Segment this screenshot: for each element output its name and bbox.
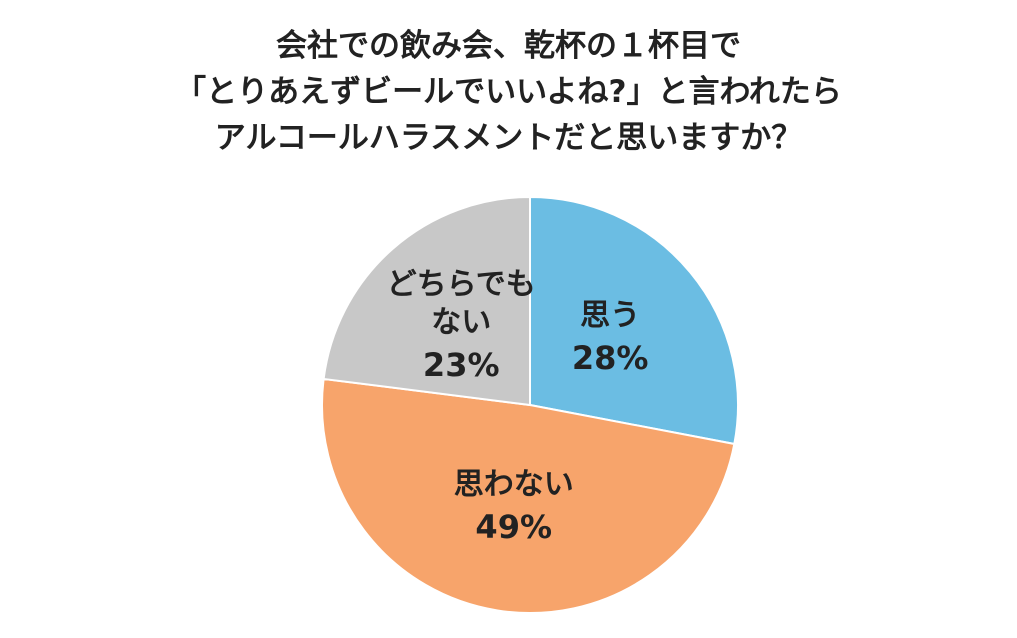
slice-label: 思わない 49% bbox=[429, 466, 599, 550]
slice bbox=[529, 195, 739, 446]
slice bbox=[322, 195, 531, 407]
title-line: アルコールハラスメントだと思いますか？ bbox=[214, 120, 803, 156]
slice-label: 思う 28% bbox=[525, 297, 695, 381]
slice bbox=[321, 377, 736, 614]
slice-label: どちらでもない 23% bbox=[376, 266, 546, 388]
category-label: どちらでもない bbox=[386, 266, 536, 340]
category-label: 思う bbox=[580, 297, 641, 333]
value-label: 28% bbox=[571, 338, 649, 377]
title-line: 会社での飲み会、乾杯の１杯目で bbox=[276, 28, 741, 64]
value-label: 49% bbox=[475, 507, 553, 546]
value-label: 23% bbox=[422, 345, 500, 384]
category-label: 思わない bbox=[453, 466, 574, 502]
title-line: 「とりあえずビールでいいよね?」と言われたら bbox=[175, 74, 842, 110]
